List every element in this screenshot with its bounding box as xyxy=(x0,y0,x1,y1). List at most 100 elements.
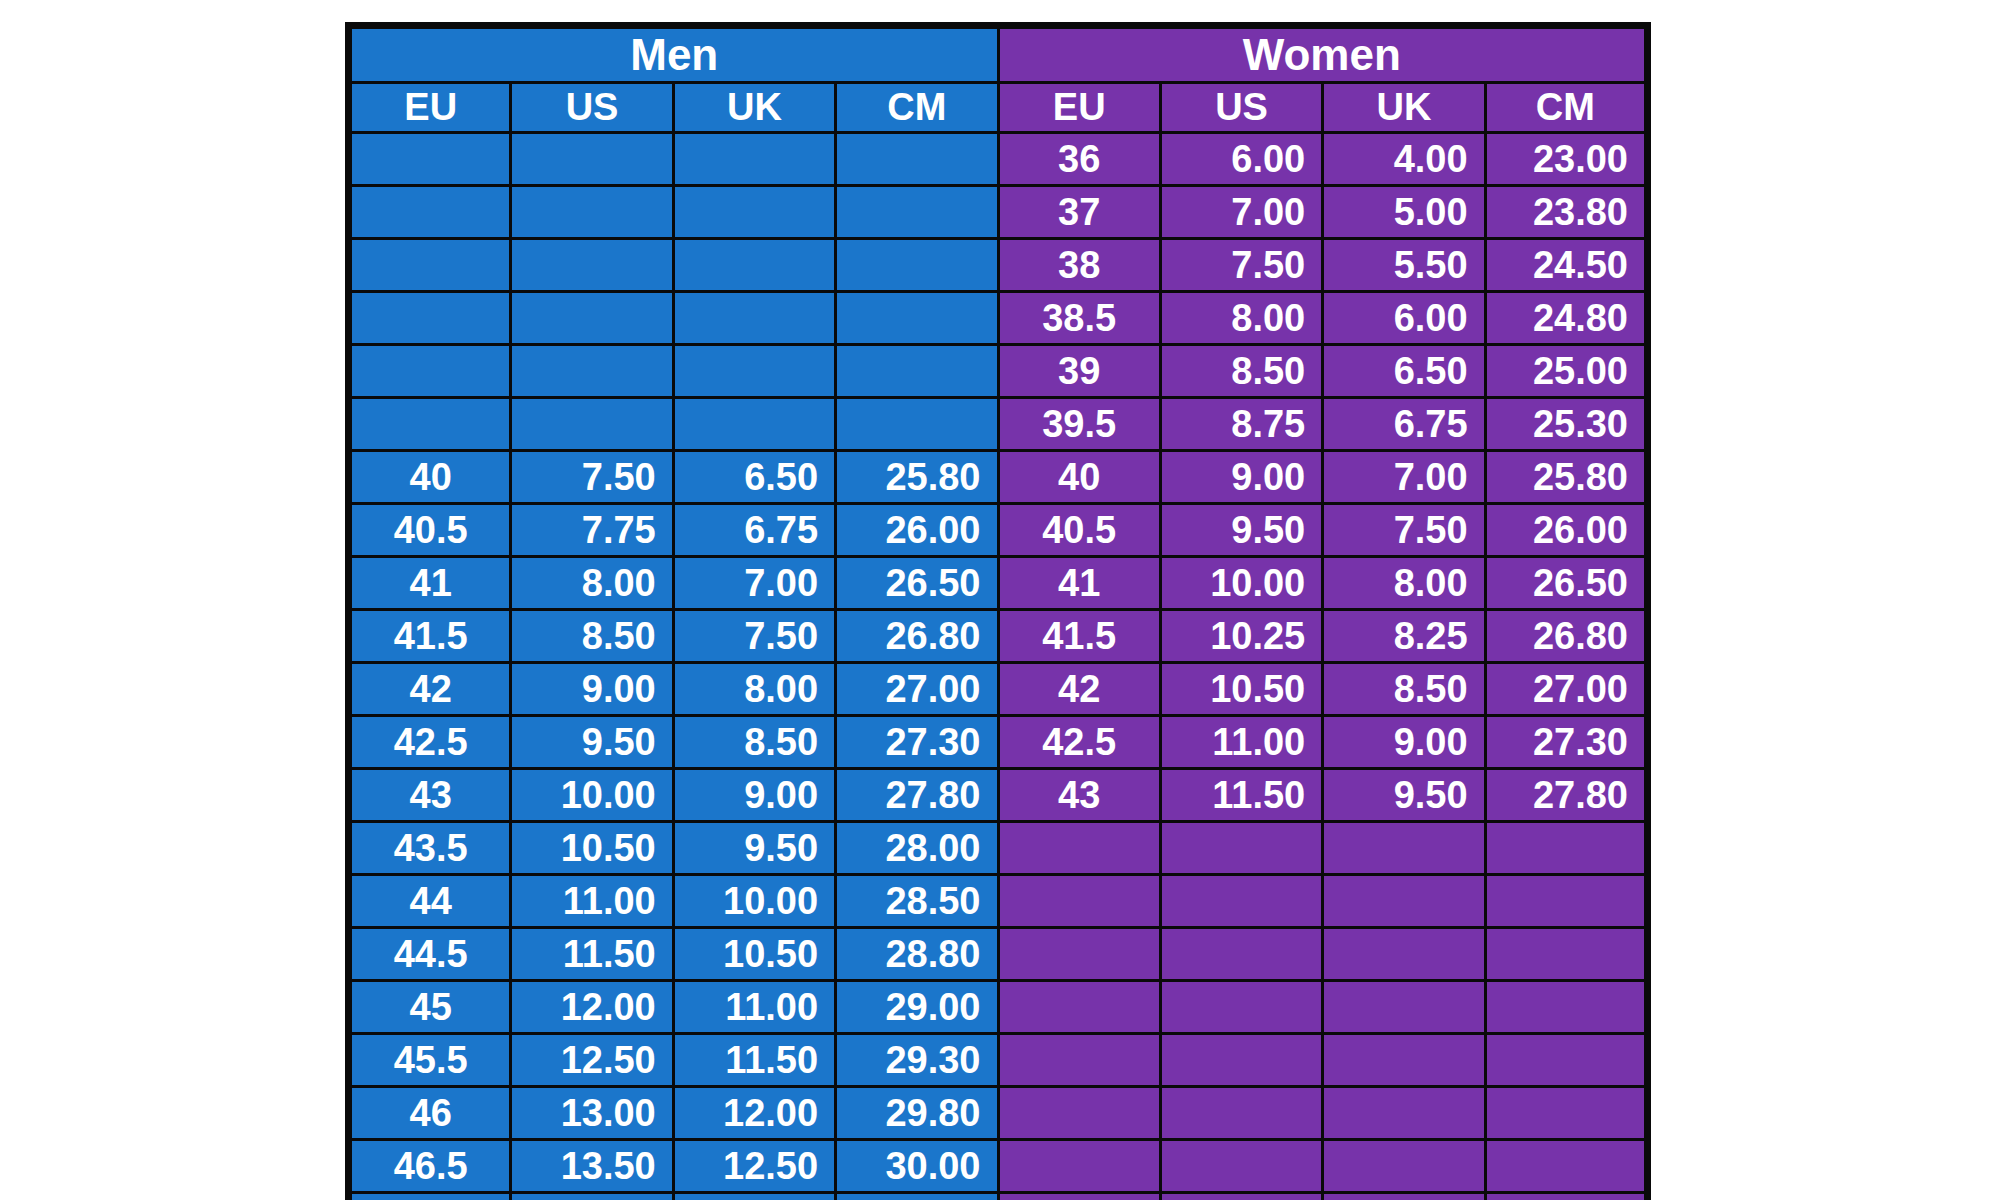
women-uk-cell: 7.50 xyxy=(1323,504,1485,557)
men-uk-cell: 13.00 xyxy=(673,1193,835,1200)
men-eu-cell xyxy=(349,133,511,186)
women-cm-cell: 27.00 xyxy=(1485,663,1647,716)
men-cm-cell: 30.50 xyxy=(836,1193,998,1200)
women-eu-cell: 38 xyxy=(998,239,1160,292)
women-eu-cell: 39.5 xyxy=(998,398,1160,451)
women-eu-cell xyxy=(998,1193,1160,1200)
table-row: 45.512.5011.5029.30 xyxy=(349,1034,1648,1087)
men-us-cell: 7.50 xyxy=(511,451,673,504)
men-us-cell: 13.00 xyxy=(511,1087,673,1140)
men-us-cell: 9.50 xyxy=(511,716,673,769)
women-us-cell xyxy=(1160,875,1322,928)
women-us-cell: 10.50 xyxy=(1160,663,1322,716)
table-row: 377.005.0023.80 xyxy=(349,186,1648,239)
women-cm-column-header: CM xyxy=(1485,83,1647,133)
women-eu-cell: 37 xyxy=(998,186,1160,239)
men-us-cell xyxy=(511,292,673,345)
women-eu-cell xyxy=(998,822,1160,875)
women-us-cell xyxy=(1160,981,1322,1034)
men-eu-cell: 45.5 xyxy=(349,1034,511,1087)
men-us-cell xyxy=(511,398,673,451)
women-uk-cell: 5.00 xyxy=(1323,186,1485,239)
women-us-cell xyxy=(1160,1193,1322,1200)
women-cm-cell: 23.80 xyxy=(1485,186,1647,239)
table-row: 42.59.508.5027.3042.511.009.0027.30 xyxy=(349,716,1648,769)
women-uk-cell xyxy=(1323,928,1485,981)
women-eu-cell xyxy=(998,1034,1160,1087)
men-us-cell: 8.00 xyxy=(511,557,673,610)
table-row: 44.511.5010.5028.80 xyxy=(349,928,1648,981)
men-uk-cell: 9.00 xyxy=(673,769,835,822)
men-cm-cell: 28.50 xyxy=(836,875,998,928)
men-uk-cell: 10.50 xyxy=(673,928,835,981)
women-uk-cell xyxy=(1323,1140,1485,1193)
men-cm-cell: 26.80 xyxy=(836,610,998,663)
men-us-cell: 10.50 xyxy=(511,822,673,875)
women-uk-cell: 5.50 xyxy=(1323,239,1485,292)
size-conversion-page: Men Women EU US UK CM EU US UK CM 366.00… xyxy=(0,0,2000,1200)
table-row: 429.008.0027.004210.508.5027.00 xyxy=(349,663,1648,716)
women-eu-cell xyxy=(998,928,1160,981)
women-uk-column-header: UK xyxy=(1323,83,1485,133)
men-us-cell: 7.75 xyxy=(511,504,673,557)
women-us-cell: 9.50 xyxy=(1160,504,1322,557)
men-eu-cell: 41.5 xyxy=(349,610,511,663)
women-uk-cell: 6.50 xyxy=(1323,345,1485,398)
men-eu-cell: 40 xyxy=(349,451,511,504)
women-cm-cell: 26.00 xyxy=(1485,504,1647,557)
table-body: 366.004.0023.00377.005.0023.80387.505.50… xyxy=(349,133,1648,1200)
men-cm-cell: 29.00 xyxy=(836,981,998,1034)
men-cm-cell: 26.50 xyxy=(836,557,998,610)
men-cm-cell: 27.80 xyxy=(836,769,998,822)
men-eu-cell xyxy=(349,345,511,398)
men-cm-cell xyxy=(836,133,998,186)
men-uk-cell: 6.75 xyxy=(673,504,835,557)
women-eu-cell xyxy=(998,1087,1160,1140)
men-eu-cell xyxy=(349,186,511,239)
men-uk-cell xyxy=(673,133,835,186)
women-eu-cell xyxy=(998,981,1160,1034)
men-cm-cell xyxy=(836,292,998,345)
column-header-row: EU US UK CM EU US UK CM xyxy=(349,83,1648,133)
women-eu-column-header: EU xyxy=(998,83,1160,133)
women-cm-cell xyxy=(1485,928,1647,981)
men-eu-cell: 43.5 xyxy=(349,822,511,875)
women-us-cell: 8.75 xyxy=(1160,398,1322,451)
men-uk-cell xyxy=(673,292,835,345)
men-uk-cell xyxy=(673,345,835,398)
women-us-column-header: US xyxy=(1160,83,1322,133)
women-cm-cell: 26.50 xyxy=(1485,557,1647,610)
table-row: 4613.0012.0029.80 xyxy=(349,1087,1648,1140)
women-uk-cell: 6.75 xyxy=(1323,398,1485,451)
men-eu-cell: 45 xyxy=(349,981,511,1034)
women-us-cell: 8.50 xyxy=(1160,345,1322,398)
women-us-cell xyxy=(1160,928,1322,981)
women-cm-cell: 24.80 xyxy=(1485,292,1647,345)
women-eu-cell: 38.5 xyxy=(998,292,1160,345)
men-cm-cell: 25.80 xyxy=(836,451,998,504)
men-cm-cell: 29.80 xyxy=(836,1087,998,1140)
women-uk-cell xyxy=(1323,822,1485,875)
men-eu-cell: 43 xyxy=(349,769,511,822)
men-us-cell: 11.00 xyxy=(511,875,673,928)
men-cm-column-header: CM xyxy=(836,83,998,133)
men-eu-cell: 44.5 xyxy=(349,928,511,981)
table-row: 407.506.5025.80409.007.0025.80 xyxy=(349,451,1648,504)
women-cm-cell xyxy=(1485,822,1647,875)
table-row: 46.513.5012.5030.00 xyxy=(349,1140,1648,1193)
women-uk-cell: 9.00 xyxy=(1323,716,1485,769)
men-eu-column-header: EU xyxy=(349,83,511,133)
men-cm-cell: 29.30 xyxy=(836,1034,998,1087)
women-us-cell: 8.00 xyxy=(1160,292,1322,345)
women-cm-cell: 25.30 xyxy=(1485,398,1647,451)
women-uk-cell: 8.25 xyxy=(1323,610,1485,663)
women-cm-cell: 24.50 xyxy=(1485,239,1647,292)
women-cm-cell xyxy=(1485,875,1647,928)
women-uk-cell: 8.00 xyxy=(1323,557,1485,610)
table-row: 398.506.5025.00 xyxy=(349,345,1648,398)
women-eu-cell: 42 xyxy=(998,663,1160,716)
women-section-title: Women xyxy=(998,26,1648,83)
women-cm-cell: 26.80 xyxy=(1485,610,1647,663)
table-row: 418.007.0026.504110.008.0026.50 xyxy=(349,557,1648,610)
women-uk-cell: 7.00 xyxy=(1323,451,1485,504)
